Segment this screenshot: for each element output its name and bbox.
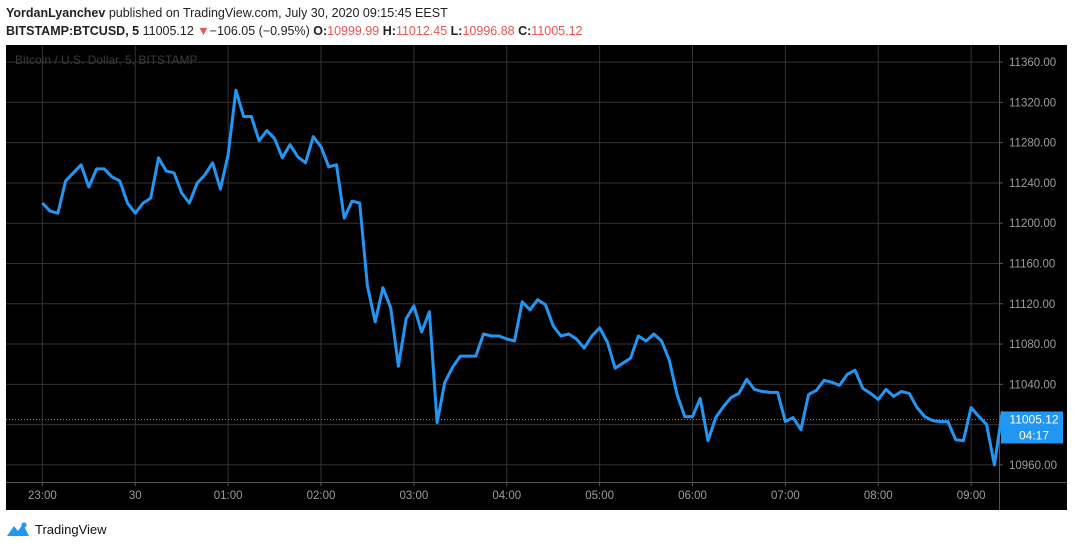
price-tick-label: 11160.00 [1009,259,1055,271]
time-tick-label: 04:00 [492,490,521,502]
time-tick-label: 08:00 [864,490,893,502]
symbol-label: BITSTAMP:BTCUSD, 5 [6,24,140,38]
footer-brand[interactable]: TradingView [35,521,107,537]
candle-countdown: 04:17 [1019,428,1049,442]
last-price-label: 11005.12 [1009,412,1058,426]
close-label: C: [518,24,532,38]
change-arrow-icon: ▼ [197,24,210,38]
last-price-tag-bg [1001,411,1063,444]
footer: TradingView [6,518,107,540]
author-name[interactable]: YordanLyanchev [6,6,106,20]
close-value: 11005.12 [531,24,583,38]
time-tick-label: 06:00 [678,490,707,502]
last-price: 11005.12 [142,24,194,38]
open-label: O: [313,24,328,38]
price-chart[interactable]: Bitcoin / U.S. Dollar, 5, BITSTAMP 11360… [6,45,1067,510]
chart-watermark: Bitcoin / U.S. Dollar, 5, BITSTAMP [15,53,198,67]
chart-background [6,45,1067,510]
price-axis[interactable]: 11360.00 11320.00 11280.00 11240.00 11200.00… [999,57,1057,472]
time-axis[interactable]: 23:00 30 01:00 02:00 03:00 04:00 05:00 06:00 07:… [28,482,986,502]
time-tick-label: 03:00 [399,490,428,502]
chart-header: YordanLyanchev published on TradingView.… [6,4,1066,40]
time-tick-label: 05:00 [585,490,614,502]
price-tick-label: 11320.00 [1009,97,1056,109]
price-tick-label: 10960.00 [1009,460,1057,472]
tradingview-logo-icon[interactable] [6,521,30,537]
price-tick-label: 11240.00 [1009,178,1056,190]
time-tick-label: 30 [129,490,142,502]
price-tick-label: 11200.00 [1009,218,1056,230]
time-tick-label: 09:00 [957,490,986,502]
low-value: 10996.88 [462,24,515,38]
high-label: H: [382,24,396,38]
published-text: published on TradingView.com, July 30, 2… [108,6,448,20]
price-tick-label: 11080.00 [1009,339,1056,351]
price-tick-label: 11280.00 [1009,138,1056,150]
time-tick-label: 07:00 [771,490,800,502]
low-label: L: [450,24,463,38]
ohlc-line: BITSTAMP:BTCUSD, 5 11005.12 ▼−106.05 (−0… [6,22,1066,40]
chart-frame: Bitcoin / U.S. Dollar, 5, BITSTAMP 11360… [6,45,1067,510]
open-value: 10999.99 [327,24,380,38]
time-tick-label: 23:00 [28,490,57,502]
publish-line: YordanLyanchev published on TradingView.… [6,4,1066,22]
time-tick-label: 01:00 [214,490,243,502]
price-tick-label: 11040.00 [1009,379,1056,391]
high-value: 11012.45 [395,24,448,38]
time-tick-label: 02:00 [307,490,336,502]
price-tick-label: 11360.00 [1009,57,1056,69]
price-series-line [41,88,1026,467]
price-tick-label: 11120.00 [1009,299,1055,311]
price-change: −106.05 (−0.95%) [209,24,310,38]
last-price-tag: 11005.12 04:17 [1001,411,1063,444]
